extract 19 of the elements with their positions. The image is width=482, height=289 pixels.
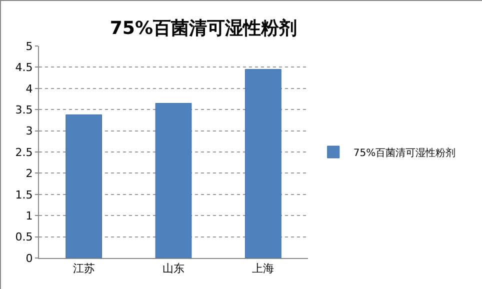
- x-tick-label: 山东: [162, 262, 184, 276]
- y-tick-label: 3.5: [15, 103, 33, 116]
- bar: [66, 114, 102, 258]
- y-tick-label: 2.5: [15, 146, 33, 159]
- x-tick-label: 江苏: [72, 262, 95, 276]
- y-tick-label: 4.5: [15, 61, 33, 74]
- chart-title: 75%百菌清可湿性粉剂: [110, 18, 297, 39]
- y-tick-label: 4: [26, 82, 33, 96]
- bar: [155, 102, 192, 258]
- bar: [244, 69, 282, 258]
- y-tick-label: 2: [26, 167, 33, 180]
- y-tick-label: 0.5: [15, 230, 33, 244]
- legend-label: 75%百菌清可湿性粉剂: [353, 146, 456, 159]
- y-tick-label: 1: [26, 209, 33, 222]
- x-tick-label: 上海: [252, 262, 274, 276]
- y-tick-label: 0: [26, 252, 33, 265]
- y-tick-label: 1.5: [15, 188, 33, 202]
- y-tick-label: 5: [26, 40, 33, 53]
- y-tick-label: 3: [26, 124, 33, 138]
